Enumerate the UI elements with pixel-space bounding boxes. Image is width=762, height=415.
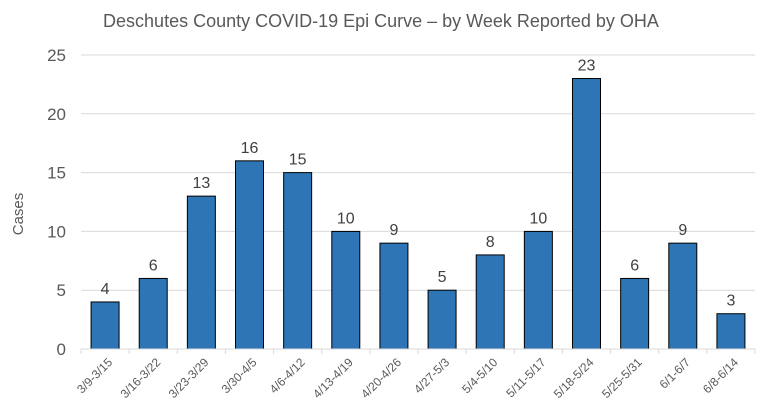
x-tick-label: 4/6-4/12 bbox=[267, 355, 308, 396]
data-label: 3 bbox=[726, 293, 735, 310]
bar bbox=[427, 289, 457, 350]
x-tick-label: 5/18-5/24 bbox=[551, 355, 597, 401]
data-label: 23 bbox=[578, 58, 596, 75]
x-tick-label: 6/1-6/7 bbox=[657, 355, 694, 392]
x-tick-label: 5/4-5/10 bbox=[459, 355, 500, 396]
bar bbox=[138, 277, 168, 350]
bar bbox=[668, 242, 698, 350]
x-tick-label: 4/13-4/19 bbox=[310, 355, 356, 401]
y-tick-label: 10 bbox=[47, 222, 66, 241]
bar bbox=[186, 195, 216, 350]
chart-title: Deschutes County COVID-19 Epi Curve – by… bbox=[103, 11, 659, 31]
y-axis-label: Cases bbox=[10, 193, 27, 236]
data-label: 8 bbox=[486, 234, 495, 251]
y-tick-label: 0 bbox=[57, 340, 66, 359]
x-tick-label: 5/11-5/17 bbox=[503, 355, 548, 400]
x-tick-label: 4/20-4/26 bbox=[358, 355, 404, 401]
bar bbox=[572, 78, 601, 350]
bar bbox=[90, 301, 120, 350]
data-label: 6 bbox=[149, 257, 158, 274]
x-tick-label: 6/8-6/14 bbox=[700, 355, 741, 396]
data-label: 13 bbox=[192, 175, 210, 192]
bar bbox=[283, 172, 313, 350]
x-tick-label: 5/25-5/31 bbox=[599, 355, 645, 401]
y-tick-label: 20 bbox=[47, 105, 66, 124]
bar bbox=[716, 313, 746, 350]
bar bbox=[331, 230, 361, 350]
y-tick-label: 5 bbox=[57, 281, 66, 300]
data-label: 4 bbox=[101, 281, 110, 298]
data-label: 9 bbox=[389, 222, 398, 239]
bar bbox=[379, 242, 409, 350]
x-tick-label: 3/30-4/5 bbox=[219, 355, 260, 396]
data-label: 15 bbox=[289, 152, 307, 169]
x-tick-label: 3/9-3/15 bbox=[74, 355, 115, 396]
data-label: 10 bbox=[529, 210, 547, 227]
bar bbox=[620, 277, 650, 350]
data-label: 16 bbox=[241, 140, 259, 157]
data-label: 5 bbox=[438, 269, 447, 286]
x-tick-label: 4/27-5/3 bbox=[411, 355, 452, 396]
data-label: 10 bbox=[337, 210, 355, 227]
data-label: 9 bbox=[678, 222, 687, 239]
bar bbox=[235, 160, 264, 350]
x-tick-label: 3/16-3/22 bbox=[118, 355, 164, 401]
y-tick-label: 25 bbox=[47, 46, 66, 65]
data-label: 6 bbox=[630, 257, 639, 274]
bar bbox=[523, 230, 553, 350]
x-tick-label: 3/23-3/29 bbox=[166, 355, 212, 401]
bar bbox=[475, 254, 505, 350]
y-tick-label: 15 bbox=[47, 164, 66, 183]
